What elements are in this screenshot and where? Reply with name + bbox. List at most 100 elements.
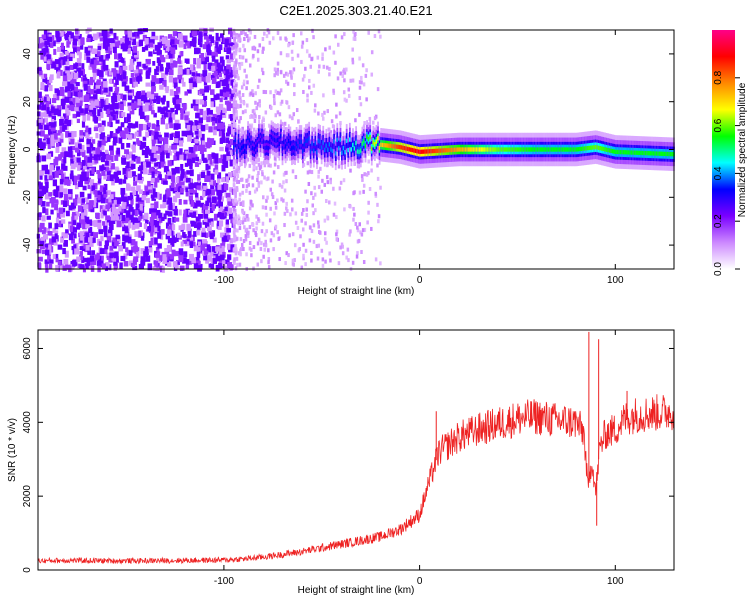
noise-speckle [77, 197, 81, 203]
noise-speckle [62, 200, 68, 208]
noise-speckle [122, 71, 127, 76]
noise-speckle [134, 176, 140, 183]
noise-speckle [72, 131, 76, 138]
faint-speckle [353, 32, 357, 37]
noise-speckle [81, 159, 86, 166]
noise-speckle [199, 43, 203, 48]
ridge-cell [267, 146, 270, 151]
noise-speckle [115, 110, 119, 115]
faint-speckle [248, 225, 252, 230]
faint-speckle [341, 244, 344, 249]
noise-speckle [186, 58, 190, 64]
noise-speckle [162, 95, 166, 102]
noise-speckle [94, 48, 98, 53]
faint-speckle [343, 70, 347, 75]
faint-speckle [316, 220, 320, 225]
ridge-cell [577, 147, 580, 152]
noise-speckle [148, 188, 153, 194]
noise-speckle [217, 178, 221, 184]
faint-speckle [237, 38, 240, 43]
faint-speckle [234, 244, 237, 249]
faint-speckle [342, 90, 346, 95]
faint-speckle [233, 191, 236, 196]
faint-speckle [269, 90, 272, 95]
faint-speckle [237, 169, 241, 174]
noise-speckle [109, 252, 115, 258]
noise-speckle [39, 222, 45, 229]
noise-speckle [173, 82, 178, 89]
noise-speckle [87, 85, 91, 92]
noise-speckle [227, 155, 231, 161]
noise-speckle [109, 104, 115, 111]
noise-speckle [155, 125, 160, 131]
ridge-cell [486, 147, 489, 152]
faint-speckle [352, 36, 356, 41]
faint-speckle [267, 265, 271, 270]
noise-speckle [144, 186, 149, 192]
noise-speckle [114, 241, 119, 247]
noise-speckle [173, 91, 179, 97]
ridge-cell [322, 140, 325, 145]
faint-speckle [246, 38, 250, 43]
noise-speckle [44, 194, 50, 200]
noise-speckle [184, 117, 190, 124]
noise-speckle [196, 76, 202, 84]
ridge-cell [660, 151, 663, 156]
faint-speckle [240, 85, 244, 90]
noise-speckle [209, 207, 214, 214]
faint-speckle [234, 158, 238, 163]
ridge-cell [236, 149, 239, 154]
noise-speckle [218, 248, 224, 256]
noise-speckle [205, 200, 210, 206]
noise-speckle [214, 52, 218, 57]
faint-speckle [247, 174, 251, 179]
faint-speckle [291, 169, 295, 174]
noise-speckle [113, 212, 119, 218]
faint-speckle [305, 38, 309, 43]
noise-speckle [151, 31, 156, 37]
noise-speckle [153, 98, 157, 103]
noise-speckle [156, 258, 162, 263]
noise-speckle [155, 265, 159, 271]
noise-speckle [222, 108, 227, 114]
noise-speckle [215, 41, 219, 49]
faint-speckle [244, 237, 248, 242]
noise-speckle [104, 44, 108, 51]
noise-speckle [166, 111, 171, 118]
noise-speckle [79, 251, 84, 256]
faint-speckle [324, 47, 327, 52]
faint-speckle [304, 189, 307, 194]
noise-speckle [211, 204, 215, 211]
noise-speckle [72, 198, 78, 206]
noise-speckle [142, 34, 147, 42]
noise-speckle [78, 100, 83, 106]
noise-speckle [113, 259, 117, 266]
noise-speckle [179, 148, 183, 153]
noise-speckle [119, 65, 125, 71]
noise-speckle [129, 58, 134, 66]
noise-speckle [187, 153, 192, 161]
ridge-cell [347, 147, 350, 153]
ridge-cell [259, 138, 262, 143]
noise-speckle [192, 71, 198, 77]
ridge-cell [574, 147, 577, 152]
faint-speckle [248, 240, 252, 245]
noise-speckle [37, 262, 42, 270]
noise-speckle [109, 224, 114, 230]
noise-speckle [170, 64, 174, 69]
noise-speckle [127, 95, 133, 100]
noise-speckle [103, 210, 107, 216]
noise-speckle [99, 151, 105, 157]
noise-speckle [214, 169, 219, 175]
noise-speckle [151, 86, 156, 92]
noise-speckle [218, 73, 222, 78]
noise-speckle [132, 77, 136, 85]
faint-speckle [232, 222, 236, 227]
noise-speckle [48, 110, 52, 117]
noise-speckle [69, 225, 75, 232]
noise-speckle [219, 213, 225, 220]
noise-speckle [112, 256, 117, 262]
faint-speckle [234, 63, 237, 68]
noise-speckle [203, 185, 208, 192]
faint-speckle [273, 156, 277, 161]
